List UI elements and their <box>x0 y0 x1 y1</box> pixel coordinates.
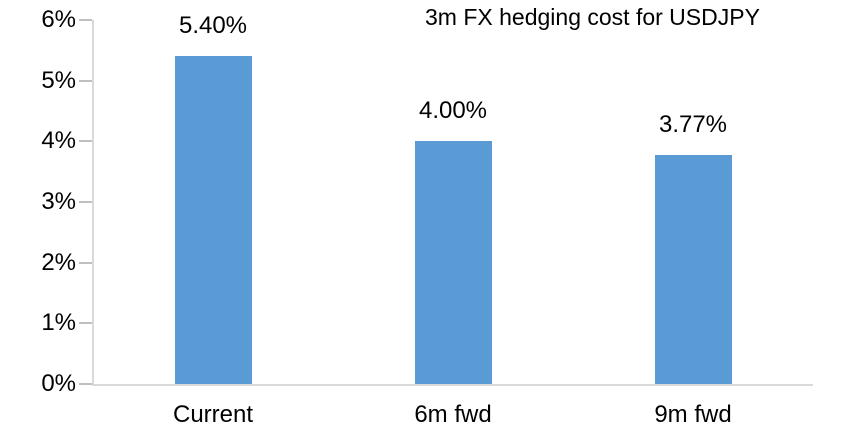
y-axis-tick-label: 3% <box>41 188 76 215</box>
data-label-current: 5.40% <box>178 12 248 40</box>
x-category-label-9m-fwd: 9m fwd <box>654 401 732 428</box>
y-axis-tick-label: 5% <box>41 66 76 94</box>
y-axis-tick-mark <box>79 201 92 203</box>
y-axis-tick-label: 2% <box>41 248 76 276</box>
bar-6m-fwd <box>414 141 492 384</box>
y-axis-tick-mark <box>79 140 92 143</box>
y-axis-tick-label: 0% <box>41 370 76 397</box>
x-axis-line <box>92 384 813 386</box>
chart-title: 3m FX hedging cost for USDJPY <box>425 4 760 30</box>
y-axis-line <box>92 20 94 386</box>
bar-9m-fwd <box>654 155 732 384</box>
y-axis-tick-mark <box>79 19 92 21</box>
y-axis-tick-label: 1% <box>41 309 76 337</box>
data-label-6m-fwd: 4.00% <box>418 97 488 125</box>
y-axis-tick-mark <box>79 383 92 385</box>
y-axis-tick-label: 4% <box>41 127 76 155</box>
y-axis-tick-mark <box>79 322 92 325</box>
x-category-label-current: Current <box>172 401 254 428</box>
x-category-label-6m-fwd: 6m fwd <box>414 401 492 428</box>
y-axis-tick-mark <box>79 261 92 264</box>
data-label-9m-fwd: 3.77% <box>658 111 728 139</box>
bar-current <box>174 56 252 384</box>
y-axis-tick-label: 6% <box>41 6 76 33</box>
y-axis-tick-mark <box>79 79 92 82</box>
